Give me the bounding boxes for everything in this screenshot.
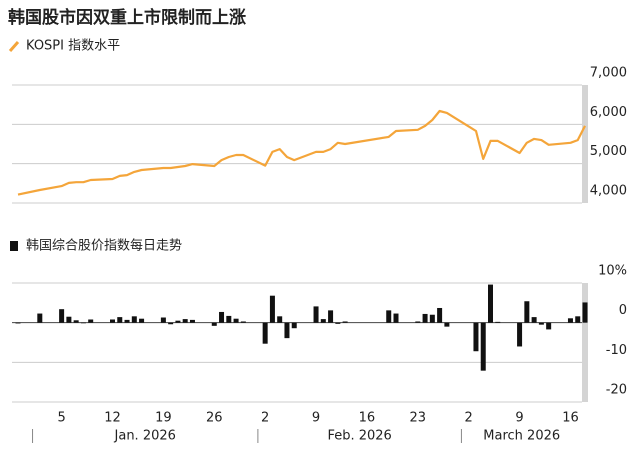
bar [524,301,530,323]
bar [124,319,130,323]
bar [240,321,246,323]
line [17,109,586,196]
bar [538,322,544,325]
x-tick-label: 23 [410,411,427,426]
bar [393,313,399,323]
x-tick-label: 9 [312,411,320,426]
bar [546,322,552,330]
bar [110,319,115,323]
month-label: Feb. 2026 [327,429,391,444]
bar [15,322,21,324]
bar [437,307,443,323]
bar [131,316,137,323]
y-tick-label: 7,000 [590,66,627,81]
latest-highlight [582,85,588,203]
bar [328,310,334,323]
bar [567,318,573,323]
bar [226,315,232,323]
bar [313,306,319,323]
legend-swatch [8,41,20,52]
bar [575,316,581,323]
bar [182,319,188,323]
bar [233,318,239,323]
y-tick-label: 6,000 [590,105,627,120]
y-tick-label: -20 [606,383,627,398]
bar [517,322,523,347]
bar [219,311,225,323]
bar [66,316,72,323]
bar [262,322,268,344]
latest-highlight [582,283,588,402]
x-tick-label: 2 [465,411,473,426]
y-tick-label: 0 [619,303,627,318]
y-tick-label: 10% [598,264,627,279]
month-label: Jan. 2026 [114,429,176,444]
legend-label: KOSPI 指数水平 [26,39,120,54]
legend-swatch [10,241,18,251]
bar [582,302,588,323]
bar [422,313,428,323]
bar [415,321,421,323]
y-tick-label: -10 [606,343,627,358]
bar [189,319,195,323]
month-label: March 2026 [483,429,560,444]
bar [473,322,479,352]
bar [495,321,501,323]
x-tick-label: 19 [155,411,172,426]
bar [284,322,290,339]
bar [444,322,450,327]
bar [386,310,392,323]
x-tick-label: 12 [104,411,121,426]
bar [277,316,283,323]
bar [335,322,341,324]
chart-title: 韩国股市因双重上市限制而上涨 [8,7,246,28]
x-tick-label: 9 [515,411,523,426]
bar [168,322,174,325]
bar [59,309,65,323]
bar [73,320,79,323]
x-tick-label: 16 [562,411,579,426]
bar [488,284,493,323]
bar [117,317,123,323]
bar [175,320,181,323]
x-tick-label: 16 [359,411,376,426]
bar [320,319,326,323]
x-tick-label: 2 [261,411,269,426]
legend-label: 韩国综合股价指数每日走势 [26,238,182,254]
bar [531,317,537,323]
bar [480,322,486,371]
bar [88,319,94,323]
y-tick-label: 4,000 [590,184,627,199]
x-tick-label: 26 [206,411,223,426]
bar [160,317,166,323]
y-tick-label: 5,000 [590,144,627,159]
bar [291,322,297,329]
bar [342,321,348,323]
x-tick-label: 5 [57,411,65,426]
bar [211,322,217,326]
bar [429,314,435,323]
bar [80,322,86,324]
bar [37,313,43,323]
bar [269,295,275,323]
bar [139,318,145,323]
